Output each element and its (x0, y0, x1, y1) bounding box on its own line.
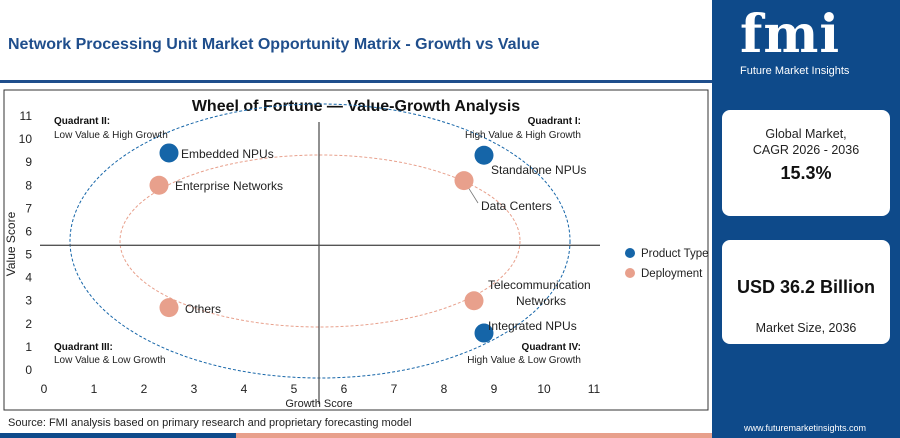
data-point-embedded-npus (159, 143, 179, 163)
quadrant-title-q3: Quadrant III: (54, 342, 113, 353)
x-tick-label: 7 (391, 382, 398, 396)
page-title: Network Processing Unit Market Opportuni… (8, 36, 540, 53)
title-divider (0, 80, 712, 83)
point-label: Integrated NPUs (488, 319, 577, 333)
y-tick-label: 8 (25, 178, 32, 192)
inner-ring (119, 154, 521, 328)
cagr-label-line1: Global Market, (765, 127, 847, 141)
outer-ring (69, 103, 571, 379)
chart-title: Wheel of Fortune — Value-Growth Analysis (192, 98, 520, 115)
point-label: Others (185, 302, 221, 316)
point-label: Standalone NPUs (491, 163, 586, 177)
website-link[interactable]: www.futuremarketinsights.com (744, 423, 867, 433)
market-size-value: USD 36.2 Billion (736, 277, 876, 297)
cagr-label: Global Market, CAGR 2026 - 2036 (722, 126, 890, 158)
footer-bar-blue (0, 433, 236, 438)
point-label: Enterprise Networks (175, 179, 283, 193)
y-axis-label: Value Score (4, 211, 18, 276)
data-point-telecommunication-networks (464, 291, 484, 311)
y-tick-label: 2 (25, 317, 32, 331)
y-tick-label: 1 (25, 340, 32, 354)
market-size-card: USD 36.2 Billion Market Size, 2036 (722, 240, 890, 344)
y-tick-label: 5 (25, 248, 32, 262)
logo-subtitle: Future Market Insights (740, 65, 850, 77)
point-label: Networks (516, 294, 566, 308)
x-tick-label: 9 (491, 382, 498, 396)
quadrant-subtitle-q4: High Value & Low Growth (467, 355, 581, 366)
cagr-card: Global Market, CAGR 2026 - 2036 15.3% (722, 110, 890, 216)
x-tick-label: 6 (341, 382, 348, 396)
point-label: Telecommunication (488, 278, 591, 292)
source-note: Source: FMI analysis based on primary re… (8, 417, 412, 429)
y-tick-label: 4 (25, 271, 32, 285)
data-point-standalone-npus (474, 145, 494, 165)
x-tick-label: 3 (191, 382, 198, 396)
legend-marker-deployment (625, 268, 635, 278)
legend-marker-product-type (625, 248, 635, 258)
footer-bar-salmon (236, 433, 712, 438)
x-axis-label: Growth Score (285, 398, 352, 410)
legend-label: Product Type (641, 248, 709, 260)
quadrant-title-q2: Quadrant II: (54, 116, 110, 127)
legend-label: Deployment (641, 268, 703, 280)
x-tick-label: 1 (91, 382, 98, 396)
opportunity-matrix-chart: Wheel of Fortune — Value-Growth Analysis… (3, 89, 709, 411)
fmi-logo: fmi Future Market Insights (712, 0, 900, 86)
quadrant-title-q1: Quadrant I: (528, 116, 581, 127)
y-tick-label: 9 (25, 155, 32, 169)
x-tick-label: 10 (537, 382, 551, 396)
x-tick-label: 4 (241, 382, 248, 396)
market-size-label: Market Size, 2036 (755, 321, 857, 335)
cagr-label-line2: CAGR 2026 - 2036 (752, 143, 860, 157)
brand-panel: fmi Future Market Insights Global Market… (712, 0, 900, 438)
y-tick-label: 6 (25, 224, 32, 238)
y-tick-label: 0 (25, 363, 32, 377)
quadrant-subtitle-q2: Low Value & High Growth (54, 130, 168, 141)
y-tick-label: 10 (19, 132, 33, 146)
plot-frame (3, 89, 709, 411)
quadrant-subtitle-q3: Low Value & Low Growth (54, 355, 166, 366)
cagr-value: 15.3% (780, 163, 832, 183)
point-label: Data Centers (481, 199, 552, 213)
data-point-others (159, 298, 179, 318)
quadrant-title-q4: Quadrant IV: (522, 342, 581, 353)
x-tick-label: 2 (141, 382, 148, 396)
y-tick-label: 3 (25, 294, 32, 308)
x-tick-label: 8 (441, 382, 448, 396)
y-tick-label: 11 (20, 109, 33, 123)
x-tick-label: 11 (588, 382, 601, 396)
data-point-integrated-npus (474, 323, 494, 343)
quadrant-subtitle-q1: High Value & High Growth (465, 130, 581, 141)
x-tick-label: 5 (291, 382, 298, 396)
data-point-data-centers (454, 171, 474, 191)
logo-wordmark: fmi (740, 4, 841, 65)
x-tick-label: 0 (41, 382, 48, 396)
y-tick-label: 7 (25, 201, 32, 215)
point-label: Embedded NPUs (181, 147, 274, 161)
data-point-enterprise-networks (149, 175, 169, 195)
